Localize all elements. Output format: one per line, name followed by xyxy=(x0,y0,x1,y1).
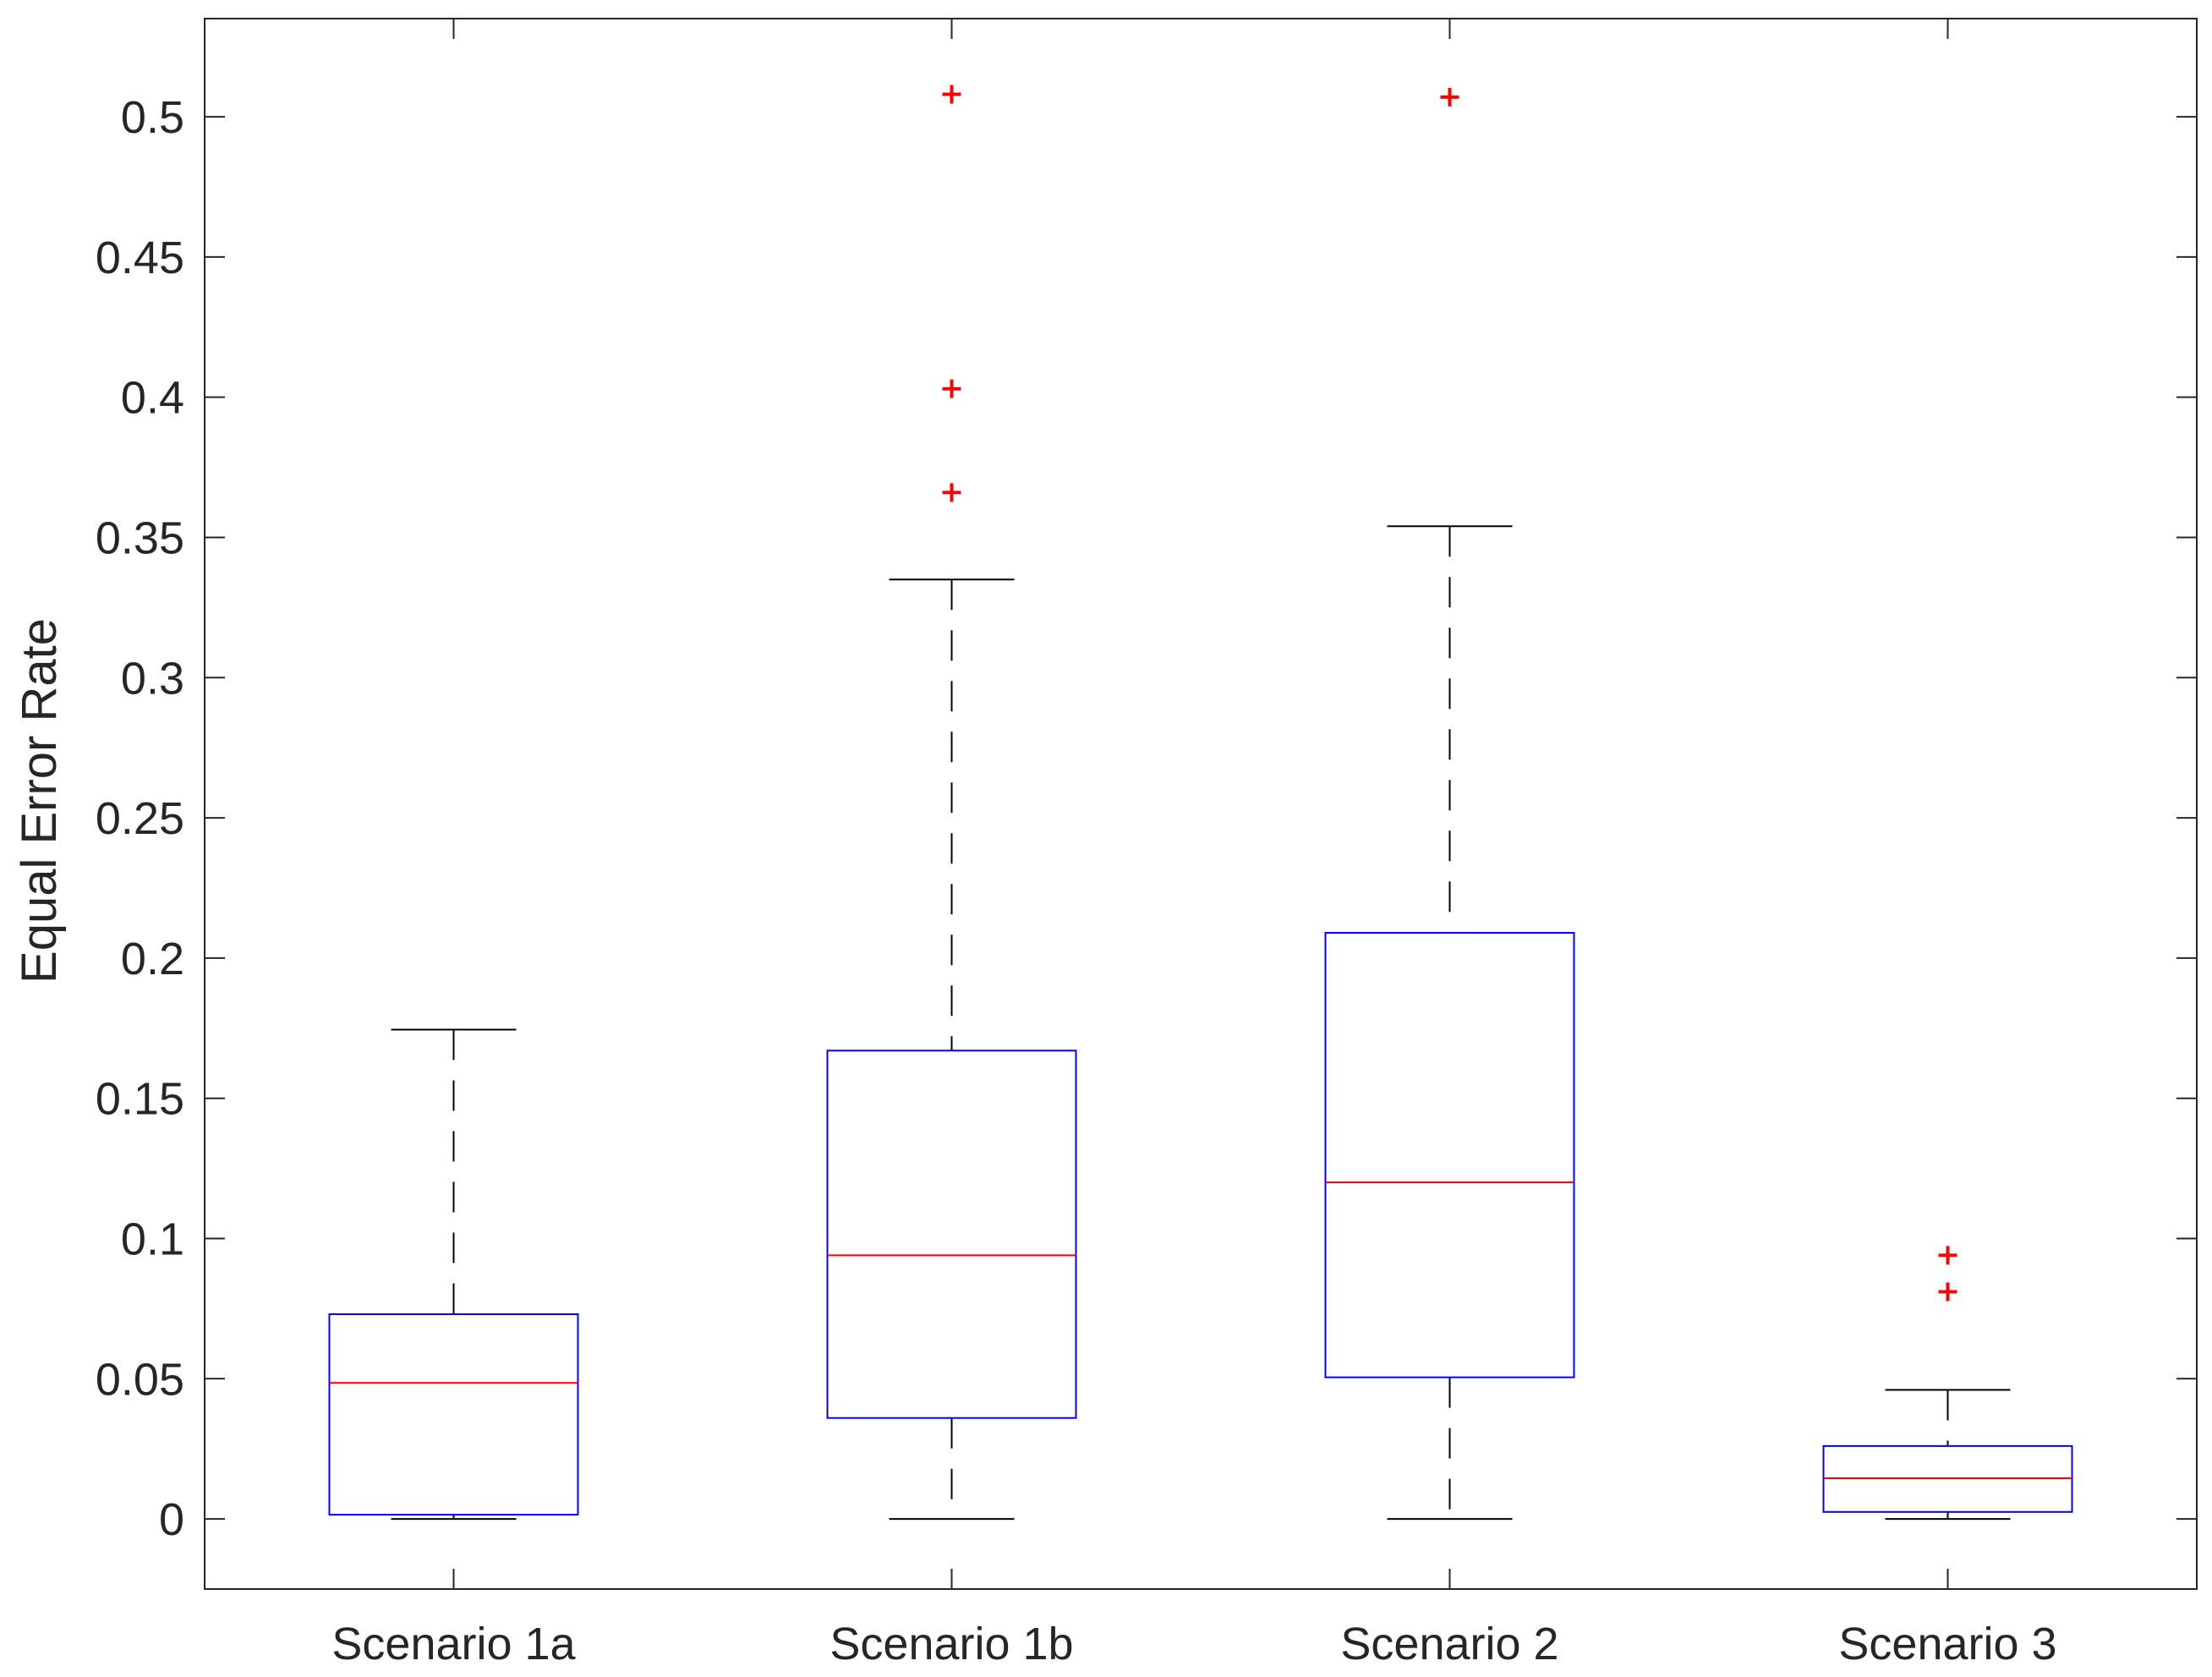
x-tick-label: Scenario 3 xyxy=(1838,1619,2056,1669)
y-tick-label: 0.45 xyxy=(96,233,184,283)
outlier-point xyxy=(942,379,961,398)
iqr-box xyxy=(328,1313,579,1516)
outlier-point xyxy=(942,85,961,104)
x-tick-label: Scenario 1a xyxy=(331,1619,576,1669)
y-tick-label: 0.15 xyxy=(96,1074,184,1125)
box-group xyxy=(1324,87,1575,1521)
x-tick-label: Scenario 2 xyxy=(1340,1619,1558,1669)
y-tick-label: 0.5 xyxy=(121,92,184,143)
box-group xyxy=(1822,1246,2073,1521)
y-tick-label: 0.3 xyxy=(121,653,184,704)
x-tick-label: Scenario 1b xyxy=(830,1619,1073,1669)
outlier-point xyxy=(1938,1246,1957,1265)
x-axis: Scenario 1a Scenario 1b Scenario 2 Scenario… xyxy=(331,19,2057,1669)
plot-area xyxy=(204,18,2198,1590)
y-tick-label: 0.2 xyxy=(121,934,184,984)
y-axis: 0 0.05 0.1 0.15 0.2 0.25 0.3 0.35 0.4 0.45 0.5 xyxy=(96,92,2197,1545)
boxes-layer xyxy=(328,85,2073,1521)
iqr-box xyxy=(826,1049,1077,1419)
y-tick-label: 0.35 xyxy=(96,512,184,563)
outlier-point xyxy=(942,483,961,502)
box-group xyxy=(826,85,1077,1521)
y-axis-title: Equal Error Rate xyxy=(12,618,67,984)
y-tick-label: 0.4 xyxy=(121,373,184,424)
iqr-box xyxy=(1324,932,1575,1378)
y-tick-label: 0.05 xyxy=(96,1354,184,1405)
y-tick-label: 0 xyxy=(159,1494,184,1545)
outlier-point xyxy=(1938,1282,1957,1302)
y-tick-label: 0.25 xyxy=(96,793,184,844)
y-tick-label: 0.1 xyxy=(121,1214,184,1264)
outlier-point xyxy=(1440,87,1459,107)
box-group xyxy=(328,1028,579,1521)
